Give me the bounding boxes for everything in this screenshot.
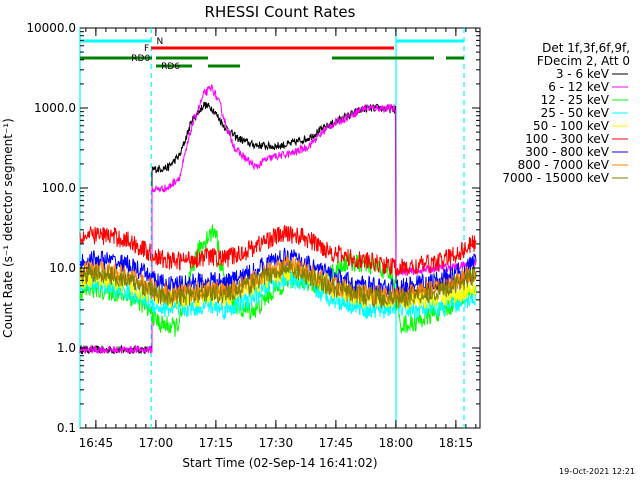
flag-label-n: N — [156, 37, 163, 47]
x-tick-label: 17:15 — [199, 436, 234, 450]
x-tick-label: 17:00 — [139, 436, 174, 450]
x-tick-label: 17:30 — [259, 436, 294, 450]
y-axis-label: Count Rate (s⁻¹ detector segment⁻¹) — [1, 118, 15, 338]
legend: Det 1f,3f,6f,9f,FDecim 2, Att 03 - 6 keV… — [502, 41, 630, 185]
generation-timestamp: 19-Oct-2021 12:21 — [559, 467, 635, 476]
y-tick-label: 10000.0 — [26, 21, 76, 35]
x-tick-label: 18:00 — [379, 436, 414, 450]
chart-title: RHESSI Count Rates — [205, 3, 356, 21]
vertical-markers — [79, 28, 465, 428]
y-tick-label: 1.0 — [57, 341, 76, 355]
x-tick-label: 16:45 — [79, 436, 114, 450]
series-lines — [79, 83, 477, 355]
y-tick-label: 100.0 — [42, 181, 76, 195]
y-tick-label: 1000.0 — [34, 101, 76, 115]
legend-label: 300 - 800 keV — [525, 145, 609, 159]
legend-label: 50 - 100 keV — [533, 119, 610, 133]
plot-frame — [79, 27, 481, 429]
flag-label-rd6: RD6 — [161, 62, 180, 72]
x-axis: 16:45 17:00 17:15 17:30 17:45 18:00 18:15 — [79, 28, 477, 450]
x-tick-label: 18:15 — [439, 436, 474, 450]
y-axis: 0.1 1.0 10.0 100.0 1000.0 10000.0 — [26, 21, 480, 435]
legend-label: 7000 - 15000 keV — [502, 171, 609, 185]
legend-header: Det 1f,3f,6f,9f, — [542, 41, 630, 55]
x-axis-label: Start Time (02-Sep-14 16:41:02) — [182, 456, 377, 470]
flag-label-rd0: RD0 — [131, 54, 150, 64]
legend-label: 800 - 7000 keV — [518, 158, 610, 172]
legend-label: 100 - 300 keV — [525, 132, 609, 146]
legend-label: 12 - 25 keV — [541, 93, 610, 107]
series-line-7000-15000-kev — [79, 260, 477, 309]
series-line-100-300-kev — [79, 225, 477, 277]
legend-label: 3 - 6 keV — [556, 67, 610, 81]
y-tick-label: 10.0 — [49, 261, 76, 275]
flag-label-f: F — [144, 44, 149, 54]
x-tick-label: 17:45 — [319, 436, 354, 450]
legend-label: 25 - 50 keV — [541, 106, 610, 120]
legend-label: 6 - 12 keV — [548, 80, 610, 94]
legend-header: FDecim 2, Att 0 — [537, 54, 630, 68]
y-tick-label: 0.1 — [57, 421, 76, 435]
